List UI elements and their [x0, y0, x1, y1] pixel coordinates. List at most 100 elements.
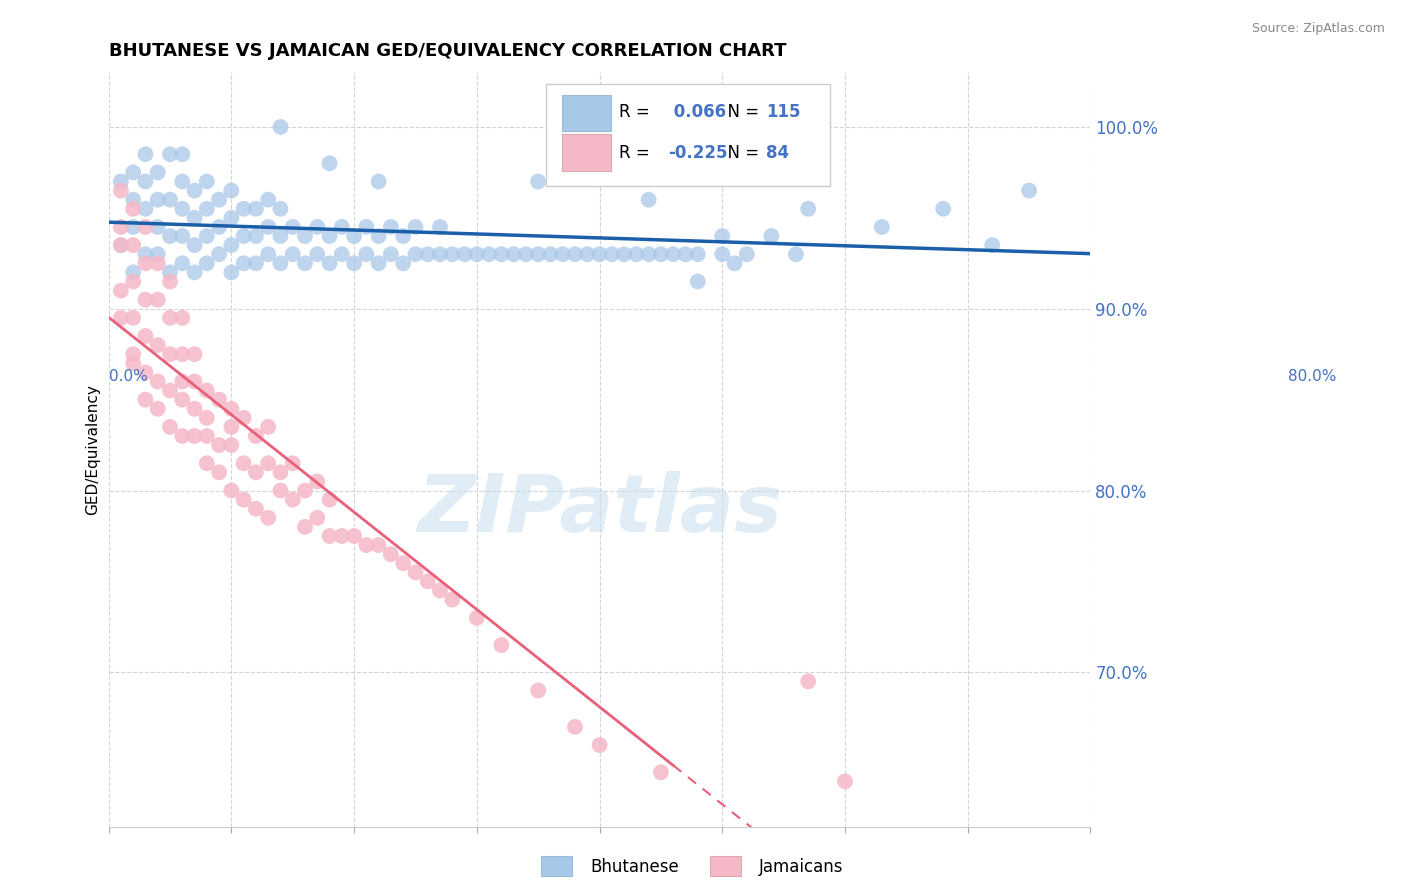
Point	[527, 174, 550, 188]
Point	[172, 147, 194, 161]
Point	[172, 347, 194, 361]
Text: 0.0%: 0.0%	[108, 369, 148, 384]
Point	[723, 256, 745, 270]
Point	[330, 529, 353, 543]
Text: N =: N =	[717, 145, 765, 162]
Point	[343, 229, 366, 244]
Point	[686, 247, 709, 261]
Point	[146, 193, 169, 207]
Point	[515, 247, 537, 261]
Point	[208, 219, 231, 234]
Point	[367, 538, 389, 552]
Point	[172, 310, 194, 325]
Point	[146, 375, 169, 389]
Point	[416, 574, 439, 589]
Point	[294, 483, 316, 498]
Point	[122, 193, 145, 207]
Point	[392, 556, 415, 570]
Point	[269, 120, 291, 134]
Point	[245, 229, 267, 244]
Point	[221, 483, 243, 498]
Point	[441, 592, 464, 607]
Point	[245, 429, 267, 443]
Point	[172, 429, 194, 443]
Point	[245, 256, 267, 270]
Text: R =: R =	[619, 145, 655, 162]
Point	[294, 520, 316, 534]
Point	[195, 429, 218, 443]
Point	[232, 256, 254, 270]
Point	[257, 247, 280, 261]
Point	[221, 184, 243, 198]
Point	[183, 429, 205, 443]
Point	[564, 720, 586, 734]
Point	[330, 247, 353, 261]
Text: 80.0%: 80.0%	[1288, 369, 1336, 384]
Point	[195, 202, 218, 216]
Point	[392, 229, 415, 244]
Point	[245, 202, 267, 216]
Point	[257, 420, 280, 434]
Point	[662, 247, 685, 261]
Text: 115: 115	[766, 103, 801, 121]
Point	[221, 420, 243, 434]
Point	[281, 456, 304, 470]
Point	[269, 229, 291, 244]
Point	[307, 247, 329, 261]
Point	[146, 293, 169, 307]
Point	[122, 310, 145, 325]
Point	[232, 202, 254, 216]
Point	[307, 475, 329, 489]
Point	[367, 229, 389, 244]
Point	[159, 147, 181, 161]
Point	[221, 238, 243, 252]
Point	[122, 202, 145, 216]
Point	[785, 247, 807, 261]
Point	[110, 238, 132, 252]
Point	[564, 138, 586, 153]
Point	[208, 392, 231, 407]
Point	[269, 202, 291, 216]
Point	[613, 247, 636, 261]
Point	[318, 529, 340, 543]
Point	[146, 401, 169, 416]
Point	[588, 738, 610, 752]
Point	[134, 219, 156, 234]
Point	[195, 410, 218, 425]
Point	[662, 165, 685, 179]
Text: 84: 84	[766, 145, 790, 162]
Point	[834, 774, 856, 789]
Point	[208, 247, 231, 261]
Point	[122, 265, 145, 279]
Point	[159, 310, 181, 325]
Point	[221, 265, 243, 279]
Point	[761, 229, 783, 244]
Point	[183, 238, 205, 252]
Point	[122, 165, 145, 179]
Point	[981, 238, 1004, 252]
Point	[221, 211, 243, 225]
Point	[245, 466, 267, 480]
Point	[134, 293, 156, 307]
Point	[232, 456, 254, 470]
Point	[343, 529, 366, 543]
Point	[465, 611, 488, 625]
Point	[122, 356, 145, 370]
Point	[441, 247, 464, 261]
Point	[232, 410, 254, 425]
Y-axis label: GED/Equivalency: GED/Equivalency	[86, 384, 100, 515]
Point	[318, 492, 340, 507]
Point	[257, 456, 280, 470]
Point	[367, 256, 389, 270]
Point	[932, 202, 955, 216]
Point	[257, 219, 280, 234]
Point	[159, 275, 181, 289]
Point	[172, 375, 194, 389]
Point	[195, 229, 218, 244]
Point	[429, 583, 451, 598]
Point	[195, 384, 218, 398]
FancyBboxPatch shape	[562, 135, 612, 170]
Point	[110, 184, 132, 198]
Point	[735, 247, 758, 261]
Point	[540, 247, 562, 261]
